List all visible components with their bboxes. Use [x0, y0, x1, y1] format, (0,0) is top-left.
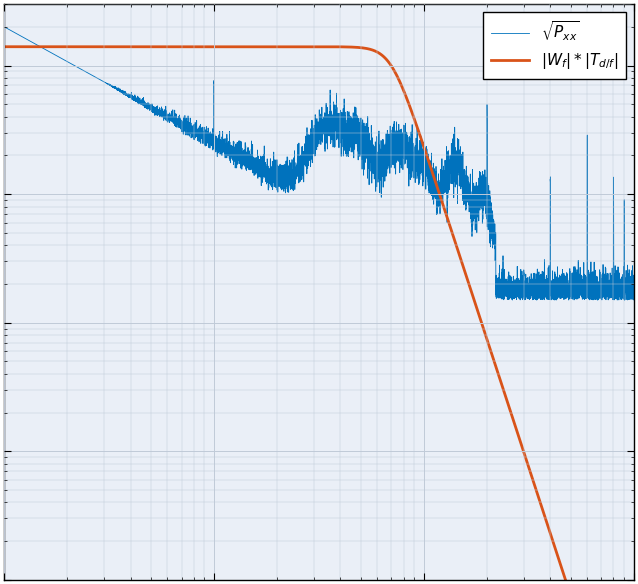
$\sqrt{P_{xx}}$ — [467, 196, 475, 203]
$\sqrt{P_{xx}}$ — [373, 183, 381, 190]
Legend: $\sqrt{P_{xx}}$, $|W_f| * |T_{d/f}|$: $\sqrt{P_{xx}}$, $|W_f| * |T_{d/f}|$ — [483, 12, 626, 78]
$\sqrt{P_{xx}}$ — [1, 23, 8, 30]
$\sqrt{P_{xx}}$ — [508, 297, 516, 304]
$|W_f| * |T_{d/f}|$ — [467, 287, 475, 294]
Line: $|W_f| * |T_{d/f}|$: $|W_f| * |T_{d/f}|$ — [4, 47, 634, 584]
$\sqrt{P_{xx}}$ — [32, 41, 40, 48]
$|W_f| * |T_{d/f}|$ — [501, 390, 508, 397]
$\sqrt{P_{xx}}$ — [501, 286, 508, 293]
$|W_f| * |T_{d/f}|$ — [373, 48, 381, 55]
$\sqrt{P_{xx}}$ — [228, 143, 236, 150]
Line: $\sqrt{P_{xx}}$: $\sqrt{P_{xx}}$ — [4, 27, 634, 300]
$\sqrt{P_{xx}}$ — [630, 287, 637, 294]
$|W_f| * |T_{d/f}|$ — [401, 89, 408, 96]
$\sqrt{P_{xx}}$ — [401, 143, 408, 150]
$|W_f| * |T_{d/f}|$ — [228, 43, 236, 50]
$|W_f| * |T_{d/f}|$ — [1, 43, 8, 50]
$|W_f| * |T_{d/f}|$ — [32, 43, 40, 50]
